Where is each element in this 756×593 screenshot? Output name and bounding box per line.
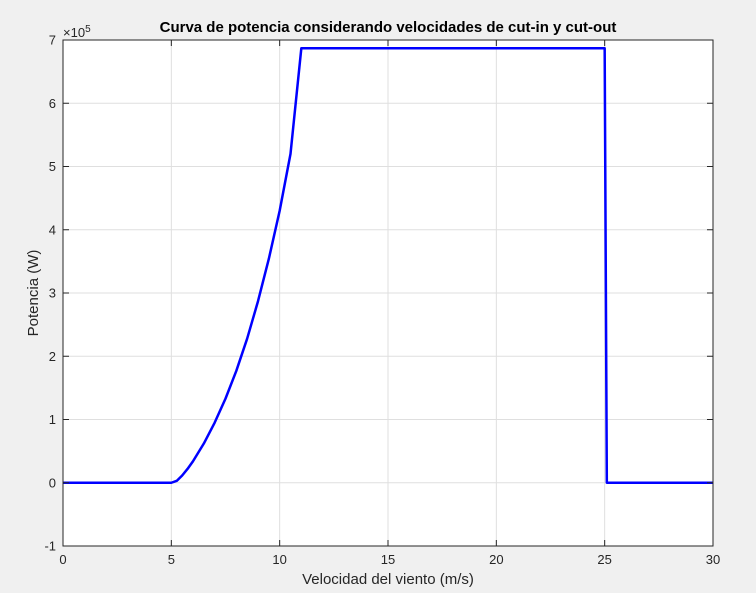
series-layer — [63, 46, 713, 484]
x-tick-label: 15 — [381, 552, 395, 567]
y-tick-label: 5 — [49, 159, 56, 174]
y-tick-label: 2 — [49, 349, 56, 364]
y-tick-label: 0 — [49, 475, 56, 490]
x-tick-label: 25 — [597, 552, 611, 567]
y-tick-label: -1 — [44, 539, 56, 554]
x-tick-label: 5 — [168, 552, 175, 567]
power-curve-line — [63, 46, 713, 484]
chart-title: Curva de potencia considerando velocidad… — [160, 19, 617, 36]
y-tick-labels: -1 0 1 2 3 4 5 6 7 — [44, 33, 56, 554]
y-tick-label: 4 — [49, 222, 56, 237]
x-tick-label: 0 — [59, 552, 66, 567]
x-tick-label: 20 — [489, 552, 503, 567]
y-tick-label: 6 — [49, 96, 56, 111]
y-tick-label: 7 — [49, 33, 56, 48]
y-exponent-base: ×10 — [63, 25, 85, 40]
y-exponent-power: 5 — [85, 24, 91, 35]
ticks — [62, 39, 714, 547]
x-tick-label: 30 — [706, 552, 720, 567]
x-axis-label: Velocidad del viento (m/s) — [302, 571, 474, 588]
y-tick-label: 3 — [49, 286, 56, 301]
y-tick-label: 1 — [49, 412, 56, 427]
x-tick-label: 10 — [272, 552, 286, 567]
y-axis-label: Potencia (W) — [25, 250, 42, 337]
y-exponent-label: ×105 — [63, 24, 91, 40]
x-tick-labels: 0 5 10 15 20 25 30 — [59, 552, 720, 567]
